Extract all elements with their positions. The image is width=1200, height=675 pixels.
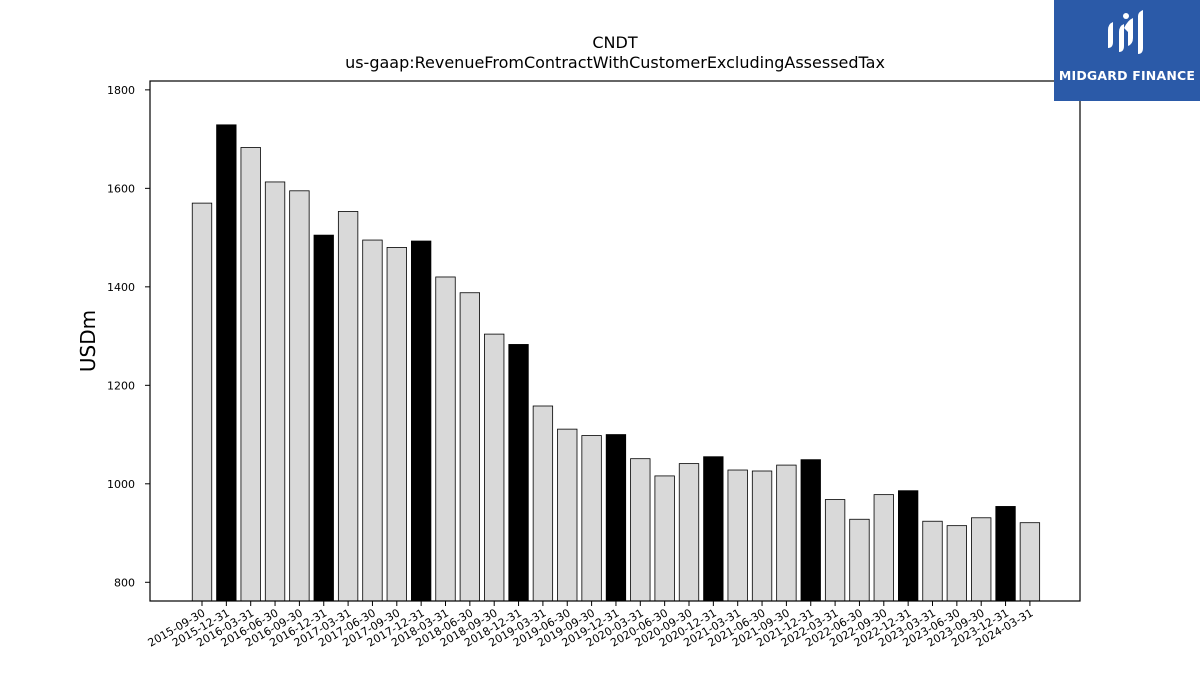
bar-2020-09-30 — [678, 463, 700, 602]
plot-frame — [149, 80, 1081, 602]
bar-2022-03-31 — [824, 499, 846, 602]
x-axis: 2015-09-302015-12-312016-03-312016-06-30… — [146, 601, 1035, 650]
y-axis: 800 1000 1200 1400 1600 1800 — [107, 84, 150, 589]
bar-2016-12-31 — [313, 234, 334, 602]
bar-2023-09-30 — [971, 517, 992, 602]
bar-2017-03-31 — [337, 211, 359, 602]
y-tick-label: 1200 — [107, 379, 135, 392]
bar-2024-03-31 — [1019, 522, 1041, 602]
bar-2021-06-30 — [751, 470, 773, 602]
bar-2017-12-31 — [410, 240, 432, 602]
bar-2016-03-31 — [240, 147, 261, 602]
chart-title: CNDT — [592, 33, 638, 52]
bar-2015-09-30 — [191, 202, 213, 602]
bar-2020-12-31 — [703, 456, 724, 602]
bar-2021-09-30 — [776, 464, 797, 602]
bar-2018-12-31 — [508, 344, 529, 602]
bars-group — [191, 124, 1041, 602]
brand-name: MIDGARD FINANCE — [1058, 68, 1196, 83]
bar-2022-09-30 — [873, 494, 894, 602]
bar-2020-06-30 — [654, 475, 675, 602]
bar-2022-06-30 — [849, 518, 870, 602]
y-axis-label: USDm — [76, 310, 100, 372]
bar-2023-06-30 — [946, 525, 967, 602]
bar-2021-03-31 — [727, 469, 748, 602]
bar-2018-03-31 — [435, 276, 456, 602]
y-tick-label: 800 — [114, 576, 135, 589]
bar-2023-03-31 — [922, 520, 943, 602]
bar-2019-12-31 — [605, 434, 627, 602]
chart-subtitle: us-gaap:RevenueFromContractWithCustomerE… — [345, 53, 885, 72]
brand-logo: MIDGARD FINANCE — [1054, 0, 1200, 101]
midgard-logo-icon — [1108, 10, 1143, 54]
y-tick-label: 1800 — [107, 84, 135, 97]
bar-2021-12-31 — [800, 459, 821, 602]
bar-2019-03-31 — [532, 405, 554, 602]
bar-2020-03-31 — [630, 458, 651, 602]
bar-2015-12-31 — [216, 124, 237, 602]
bar-2017-06-30 — [362, 239, 383, 602]
bar-2022-12-31 — [898, 490, 919, 602]
bar-2017-09-30 — [386, 247, 407, 602]
bar-2018-09-30 — [484, 333, 505, 602]
bar-2018-06-30 — [459, 292, 481, 602]
bar-2016-09-30 — [289, 190, 310, 602]
bar-2023-12-31 — [995, 506, 1016, 602]
bar-2019-06-30 — [557, 428, 578, 602]
bar-2019-09-30 — [581, 435, 602, 602]
y-tick-label: 1600 — [107, 182, 135, 195]
y-tick-label: 1400 — [107, 281, 135, 294]
y-tick-label: 1000 — [107, 478, 135, 491]
bar-2016-06-30 — [264, 181, 286, 602]
